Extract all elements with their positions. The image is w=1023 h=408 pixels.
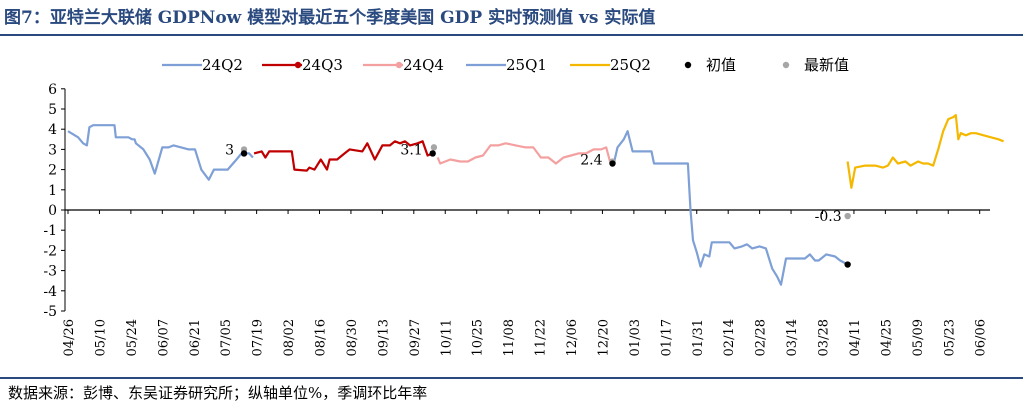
legend-item: 24Q3	[262, 56, 343, 74]
y-tick-label: 6	[48, 82, 57, 98]
x-tick-label: 02/28	[754, 319, 769, 356]
y-tick-label: -4	[43, 284, 57, 300]
title-divider	[0, 34, 1023, 36]
legend-label: 25Q1	[506, 56, 547, 74]
gdpnow-line-chart: 24Q2 24Q3 24Q4 25Q1 25Q2 初值 最新值 -5 -4 -3 -2 -1 0 1 2 3…	[43, 56, 1005, 356]
x-tick-label: 05/09	[911, 319, 926, 356]
x-tick-label: 06/07	[156, 319, 171, 356]
y-tick-label: 0	[48, 203, 57, 219]
y-tick-label: 4	[48, 122, 57, 138]
legend-label: 24Q4	[403, 56, 444, 74]
markers: -0.3 3 3.1 2.4	[225, 142, 851, 268]
legend-item: 初值	[684, 56, 736, 74]
legend-swatch	[684, 61, 692, 69]
x-tick-label: 01/03	[628, 319, 643, 356]
source-note: 数据来源：彭博、东吴证券研究所；纵轴单位%，季调环比年率	[8, 384, 428, 402]
initial-value-point	[429, 150, 436, 157]
x-tick-label: 05/23	[942, 319, 957, 356]
x-tick-label: 06/06	[974, 319, 989, 356]
y-tick-label: 2	[48, 163, 57, 179]
legend: 24Q2 24Q3 24Q4 25Q1 25Q2 初值 最新值	[162, 56, 849, 74]
initial-value-point	[240, 150, 248, 157]
x-tick-label: 09/13	[376, 319, 391, 356]
x-tick-label: 11/22	[534, 319, 549, 356]
y-tick-label: 1	[48, 183, 57, 199]
legend-item: 25Q1	[466, 56, 547, 74]
x-tick-label: 04/26	[62, 319, 77, 356]
legend-label: 最新值	[804, 56, 849, 74]
legend-swatch	[782, 61, 790, 69]
x-tick-label: 06/21	[188, 319, 203, 356]
legend-label: 25Q2	[610, 56, 651, 74]
legend-swatch-marker	[294, 61, 302, 69]
initial-value-label: 3	[225, 142, 234, 158]
x-tick-label: 11/08	[502, 319, 517, 356]
x-tick-label: 05/10	[93, 319, 108, 356]
x-tick-label: 02/14	[722, 319, 737, 356]
latest-value-point	[844, 212, 851, 220]
series-line-24q4	[436, 142, 614, 165]
initial-value-label: 3.1	[400, 142, 422, 158]
x-tick-label: 12/06	[565, 319, 580, 356]
chart-title: 图7：亚特兰大联储 GDPNow 模型对最近五个季度美国 GDP 实时预测值 v…	[4, 8, 656, 28]
initial-value-point	[609, 160, 616, 167]
x-tick-label: 04/25	[879, 319, 894, 356]
x-tick-label: 07/19	[251, 319, 266, 356]
y-tick-label: 5	[48, 102, 57, 118]
y-tick-label: -1	[43, 223, 57, 239]
y-tick-label: -3	[43, 264, 57, 280]
x-tick-label: 03/14	[785, 319, 800, 356]
y-tick-label: -5	[43, 304, 57, 320]
series-lines	[67, 114, 1005, 286]
legend-swatch-marker	[395, 61, 403, 69]
x-tick-label: 10/25	[471, 319, 486, 356]
y-tick-label: -2	[43, 243, 57, 259]
legend-item: 24Q4	[363, 56, 444, 74]
series-line-25q1	[612, 130, 849, 286]
footer-divider	[0, 377, 1023, 379]
x-tick-label: 04/11	[848, 319, 863, 356]
x-tick-label: 08/02	[282, 319, 297, 356]
legend-item: 24Q2	[162, 56, 243, 74]
x-axis: 04/26 05/10 05/24 06/07 06/21 07/05 07/19 08/02…	[62, 209, 990, 356]
x-tick-label: 09/27	[408, 319, 423, 356]
legend-item: 最新值	[782, 56, 849, 74]
series-line-24q3	[253, 140, 434, 172]
x-tick-label: 01/31	[691, 319, 706, 356]
x-tick-label: 12/20	[596, 319, 611, 356]
x-tick-label: 05/24	[125, 319, 140, 356]
y-tick-label: 3	[48, 142, 57, 158]
x-tick-label: 08/30	[345, 319, 360, 356]
x-tick-label: 08/16	[314, 319, 329, 356]
legend-item: 25Q2	[570, 56, 651, 74]
initial-value-point	[844, 261, 851, 268]
latest-value-label: -0.3	[815, 209, 842, 225]
series-line-24q2	[67, 124, 254, 181]
legend-label: 初值	[706, 56, 736, 74]
x-tick-label: 03/28	[817, 319, 832, 356]
legend-label: 24Q2	[202, 56, 243, 74]
latest-value-point	[430, 144, 438, 151]
x-tick-label: 10/11	[439, 319, 454, 356]
x-tick-label: 01/17	[659, 319, 674, 356]
initial-value-label: 2.4	[580, 153, 602, 169]
y-axis: -5 -4 -3 -2 -1 0 1 2 3 4 5 6	[43, 82, 66, 320]
legend-label: 24Q3	[302, 56, 343, 74]
x-tick-label: 07/05	[219, 319, 234, 356]
series-line-25q2	[846, 114, 1005, 189]
